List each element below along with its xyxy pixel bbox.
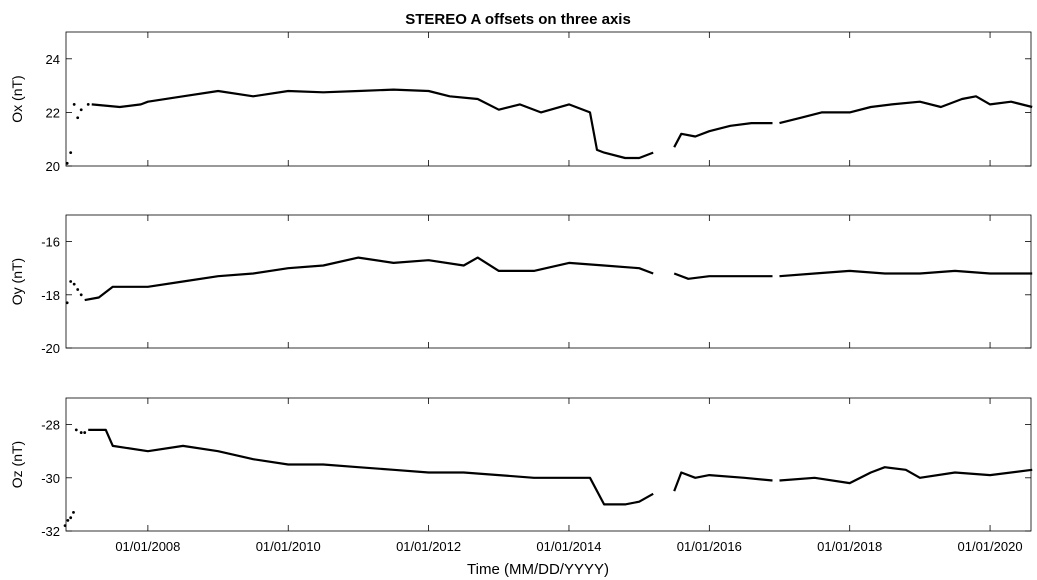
plot-frame [65,31,1032,167]
x-tick-label: 01/01/2008 [115,539,180,554]
data-point [79,431,83,434]
y-tick-label: -20 [41,341,60,356]
y-tick-label: 24 [46,52,60,67]
y-tick-label: -32 [41,524,60,539]
panel-1: 20 22 24 Ox (nT) [9,31,1033,174]
x-axis-label: Time (MM/DD/YYYY) [467,561,609,578]
panel-2: -20 -18 -16 Oy (nT) [9,214,1033,356]
x-tick-label: 01/01/2012 [396,539,461,554]
y-tick-label: -18 [41,288,60,303]
y-axis-label: Ox (nT) [9,75,25,122]
series-line-3 [673,471,773,492]
data-point [72,102,76,106]
series-line-3 [673,272,773,280]
panel-3: -32 -30 -28 01/01/2008 01/01/2010 01/01/2012 0… [9,397,1033,554]
series-line-3 [673,121,773,148]
x-tick-label: 01/01/2016 [677,539,742,554]
y-tick-label: 22 [46,105,60,120]
data-point [65,301,69,305]
data-point [79,293,83,297]
data-point [83,431,87,434]
data-point [76,288,80,291]
data-point [69,151,73,155]
data-point [66,518,70,522]
x-tick-label: 01/01/2018 [817,539,882,554]
series-line-2 [91,88,654,160]
series-line-2 [84,256,654,302]
y-axis-label: Oz (nT) [9,441,25,488]
data-point [69,516,73,520]
y-tick-label: -30 [41,471,60,486]
series-line-4 [779,466,1033,485]
y-tick-label: -28 [41,418,60,433]
plot-frame [65,397,1032,532]
chart-title: STEREO A offsets on three axis [405,11,631,28]
data-point [79,108,83,112]
data-point [65,161,69,165]
x-tick-label: 01/01/2020 [958,539,1023,554]
series-line-4 [779,269,1033,278]
y-tick-label: -16 [41,235,60,250]
plot-frame [65,214,1032,349]
data-point [69,280,73,283]
chart-panels: 20 22 24 Ox (nT) -20 -18 -16 Oy (nT) -32 -30 -28 01… [9,31,1033,554]
x-tick-label: 01/01/2010 [256,539,321,554]
data-point [72,510,75,514]
data-point [86,102,90,106]
data-point [74,428,78,432]
data-point [76,116,80,120]
data-point [72,282,76,286]
data-point [63,524,67,528]
series-line-4 [779,95,1033,125]
x-tick-label: 01/01/2014 [536,539,601,554]
y-axis-label: Oy (nT) [9,258,25,305]
series-line-2 [88,428,654,506]
y-tick-label: 20 [46,159,60,174]
